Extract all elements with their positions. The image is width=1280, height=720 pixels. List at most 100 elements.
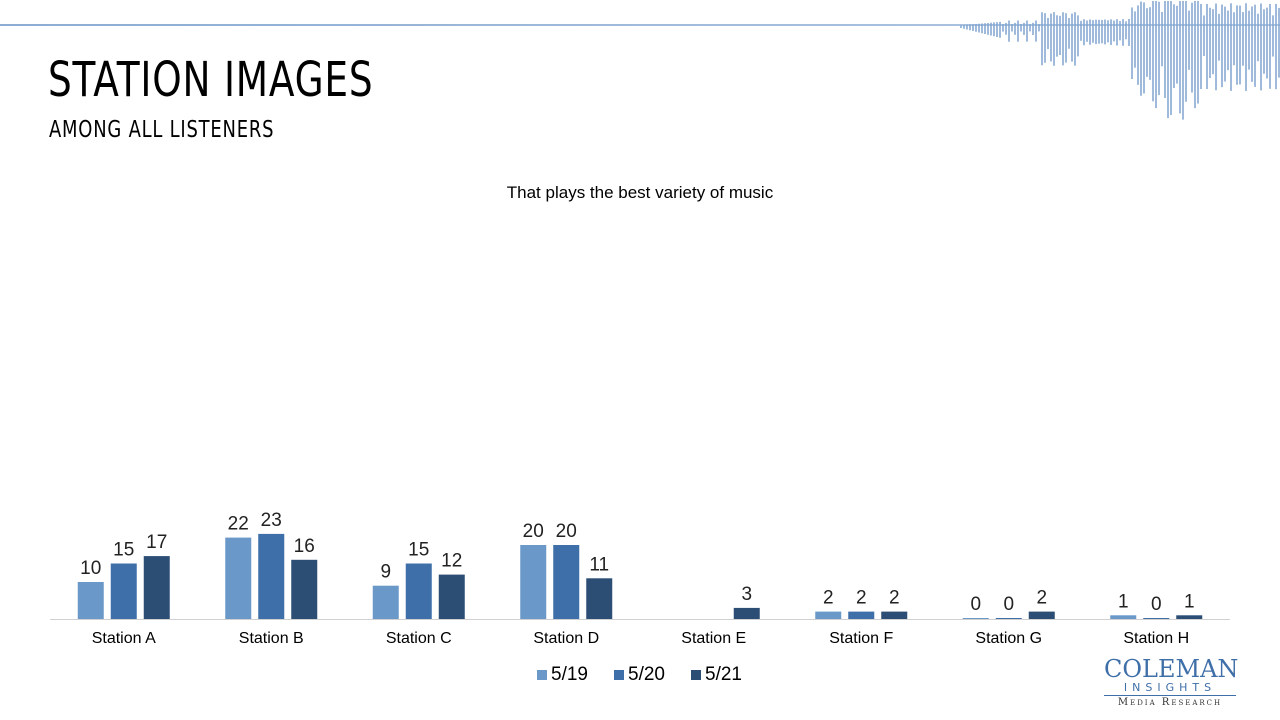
soundwave-bar: [1257, 13, 1259, 62]
bar: [815, 611, 842, 619]
soundwave-bar: [1137, 5, 1139, 85]
bar: [258, 533, 285, 619]
soundwave-bar: [999, 21, 1001, 38]
bar: [962, 618, 989, 619]
soundwave-bar: [1245, 3, 1247, 91]
data-label: 17: [146, 532, 167, 553]
legend-swatch: [691, 670, 701, 680]
data-label: 1: [1118, 591, 1129, 612]
soundwave-bar: [1242, 12, 1244, 66]
soundwave-bar: [993, 22, 995, 37]
soundwave-bar: [978, 23, 980, 33]
soundwave-bar: [1209, 7, 1211, 79]
soundwave-bar: [1044, 13, 1046, 63]
soundwave-bar: [1179, 1, 1181, 114]
soundwave-bar: [1098, 19, 1100, 44]
soundwave-bar: [1134, 11, 1136, 68]
data-label: 10: [80, 558, 101, 579]
soundwave-bar: [1218, 13, 1220, 61]
soundwave-bar: [1215, 3, 1217, 91]
soundwave-bar: [963, 25, 965, 29]
soundwave-bar: [1086, 20, 1088, 42]
category-label: Station G: [975, 630, 1042, 647]
soundwave-bar: [1020, 24, 1022, 32]
legend-label: 5/21: [705, 664, 742, 685]
bar: [225, 537, 252, 619]
soundwave-bar: [1272, 15, 1274, 57]
soundwave-bar: [969, 24, 971, 31]
chart-title: That plays the best variety of music: [507, 183, 774, 202]
logo-tagline: Media Research: [1117, 697, 1223, 708]
soundwave-bar: [972, 24, 974, 31]
category-label: Station B: [239, 630, 304, 647]
legend-swatch: [537, 670, 547, 680]
soundwave-bar: [1101, 19, 1103, 44]
logo-sub-text: INSIGHTS: [1104, 682, 1236, 696]
soundwave-bar: [1239, 5, 1241, 85]
bar: [881, 611, 908, 619]
soundwave-bar: [1233, 12, 1235, 66]
soundwave-bar: [1029, 24, 1031, 32]
soundwave-bar: [1206, 3, 1208, 89]
soundwave-bar: [1026, 20, 1028, 42]
soundwave-bar: [1041, 12, 1043, 66]
data-label: 2: [1036, 588, 1047, 609]
soundwave-bar: [1278, 7, 1280, 78]
soundwave-bar: [1059, 15, 1061, 55]
soundwave-bar: [1008, 20, 1010, 42]
data-label: 16: [294, 536, 315, 557]
bar: [110, 563, 137, 619]
soundwave-bar: [996, 22, 998, 37]
soundwave-bar: [1065, 13, 1067, 63]
bar: [77, 582, 104, 619]
header-rule: [0, 24, 1280, 26]
soundwave-bar: [1122, 19, 1124, 46]
soundwave-bar: [1263, 9, 1265, 74]
soundwave-graphic: [960, 1, 1280, 120]
soundwave-bar: [1191, 2, 1193, 93]
page-title: STATION IMAGES: [48, 52, 374, 108]
bar: [1110, 615, 1137, 619]
soundwave-bar: [1185, 1, 1187, 102]
soundwave-bar: [1080, 20, 1082, 41]
soundwave-bar: [1155, 1, 1157, 109]
soundwave-bar: [1128, 19, 1130, 46]
soundwave-bar: [1047, 17, 1049, 50]
data-label: 15: [408, 540, 429, 561]
soundwave-bar: [1092, 20, 1094, 43]
bar: [586, 578, 613, 619]
category-label: Station F: [829, 630, 893, 647]
category-label: Station A: [92, 630, 156, 647]
soundwave-bar: [1143, 2, 1145, 94]
soundwave-bar: [1203, 15, 1205, 57]
coleman-logo: COLEMAN INSIGHTS Media Research: [1104, 656, 1238, 710]
data-label: 1: [1184, 591, 1195, 612]
soundwave-bar: [1074, 12, 1076, 66]
soundwave-bar: [1227, 10, 1229, 71]
soundwave-bar: [1167, 1, 1169, 119]
soundwave-bar: [1017, 20, 1019, 42]
category-label: Station H: [1123, 630, 1189, 647]
soundwave-bar: [987, 22, 989, 35]
data-label: 23: [261, 510, 282, 531]
bar: [1028, 611, 1055, 619]
soundwave-bar: [1107, 20, 1109, 43]
soundwave-bar: [1071, 13, 1073, 62]
data-label: 2: [889, 588, 900, 609]
data-label: 11: [589, 554, 609, 575]
data-label: 12: [441, 551, 462, 572]
soundwave-bar: [1269, 4, 1271, 89]
bar: [438, 574, 465, 619]
soundwave-bar: [1140, 1, 1142, 96]
soundwave-bar: [1173, 4, 1175, 88]
soundwave-bar: [1014, 22, 1016, 35]
soundwave-bar: [1095, 19, 1097, 45]
soundwave-bar: [1011, 24, 1013, 32]
soundwave-bar: [1260, 3, 1262, 91]
soundwave-bar: [1200, 3, 1202, 89]
bar: [1143, 618, 1170, 619]
soundwave-bar: [960, 25, 962, 28]
soundwave-bar: [1131, 7, 1133, 79]
data-label: 0: [1003, 594, 1014, 615]
